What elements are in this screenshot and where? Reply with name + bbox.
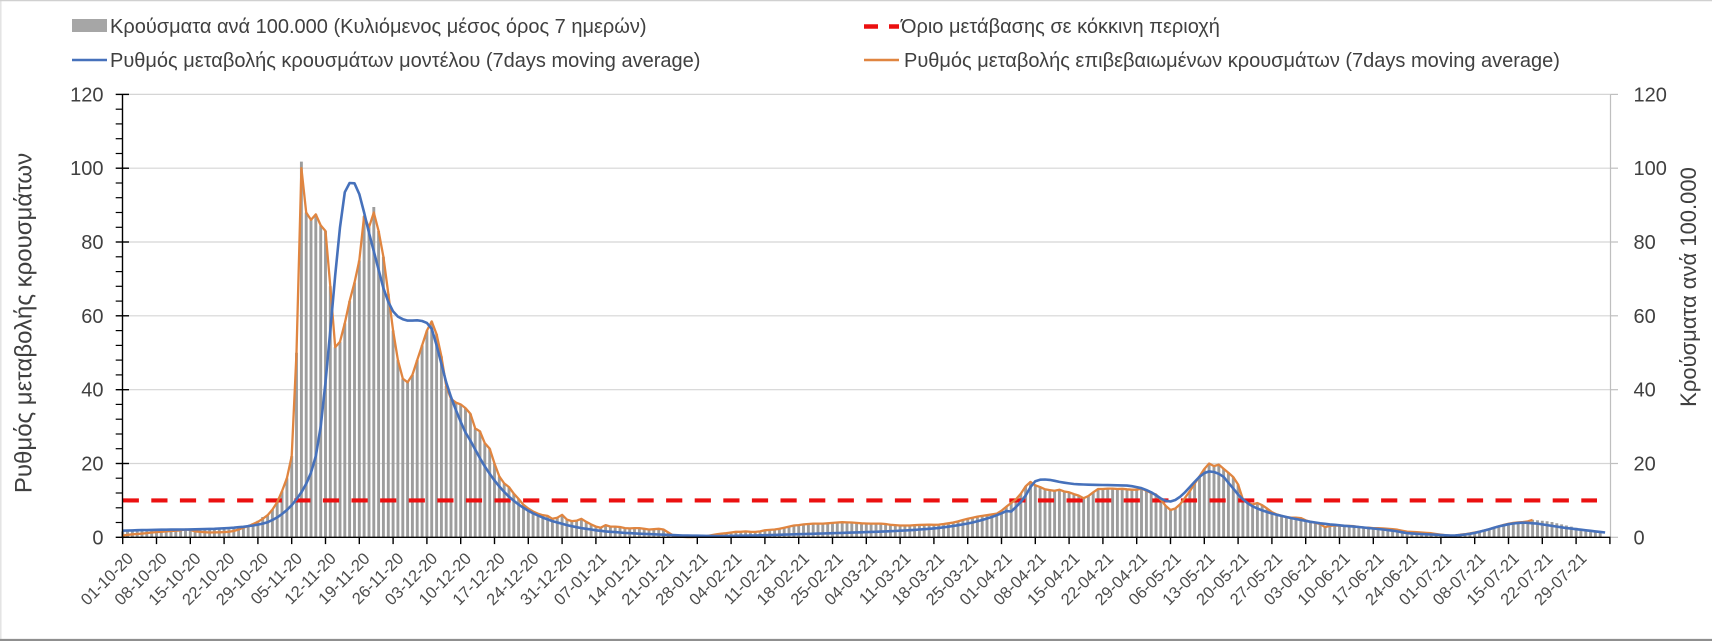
svg-text:20: 20 [1634,454,1656,476]
svg-text:100: 100 [70,158,103,180]
svg-text:120: 120 [1634,84,1667,106]
svg-text:60: 60 [81,306,103,328]
svg-text:Ρυθμός μεταβολής κρουσμάτων: Ρυθμός μεταβολής κρουσμάτων [11,153,38,493]
svg-text:40: 40 [1634,380,1656,402]
svg-text:Κρούσματα ανά 100.000 (Κυλιόμε: Κρούσματα ανά 100.000 (Κυλιόμενος μέσος … [110,16,647,38]
svg-text:Όριο μετάβασης σε κόκκινη περι: Όριο μετάβασης σε κόκκινη περιοχή [900,16,1220,38]
svg-text:40: 40 [81,380,103,402]
svg-text:0: 0 [1634,527,1645,549]
svg-text:80: 80 [81,232,103,254]
svg-text:0: 0 [92,527,103,549]
svg-text:80: 80 [1634,232,1656,254]
svg-text:Κρούσματα ανά 100.000: Κρούσματα ανά 100.000 [1676,167,1701,407]
svg-text:100: 100 [1634,158,1667,180]
svg-text:Ρυθμός μεταβολής επιβεβαιωμένω: Ρυθμός μεταβολής επιβεβαιωμένων κρουσμάτ… [904,50,1560,72]
svg-text:60: 60 [1634,306,1656,328]
svg-text:120: 120 [70,84,103,106]
svg-text:20: 20 [81,454,103,476]
svg-text:Ρυθμός μεταβολής κρουσμάτων μο: Ρυθμός μεταβολής κρουσμάτων μοντέλου (7d… [110,50,700,72]
